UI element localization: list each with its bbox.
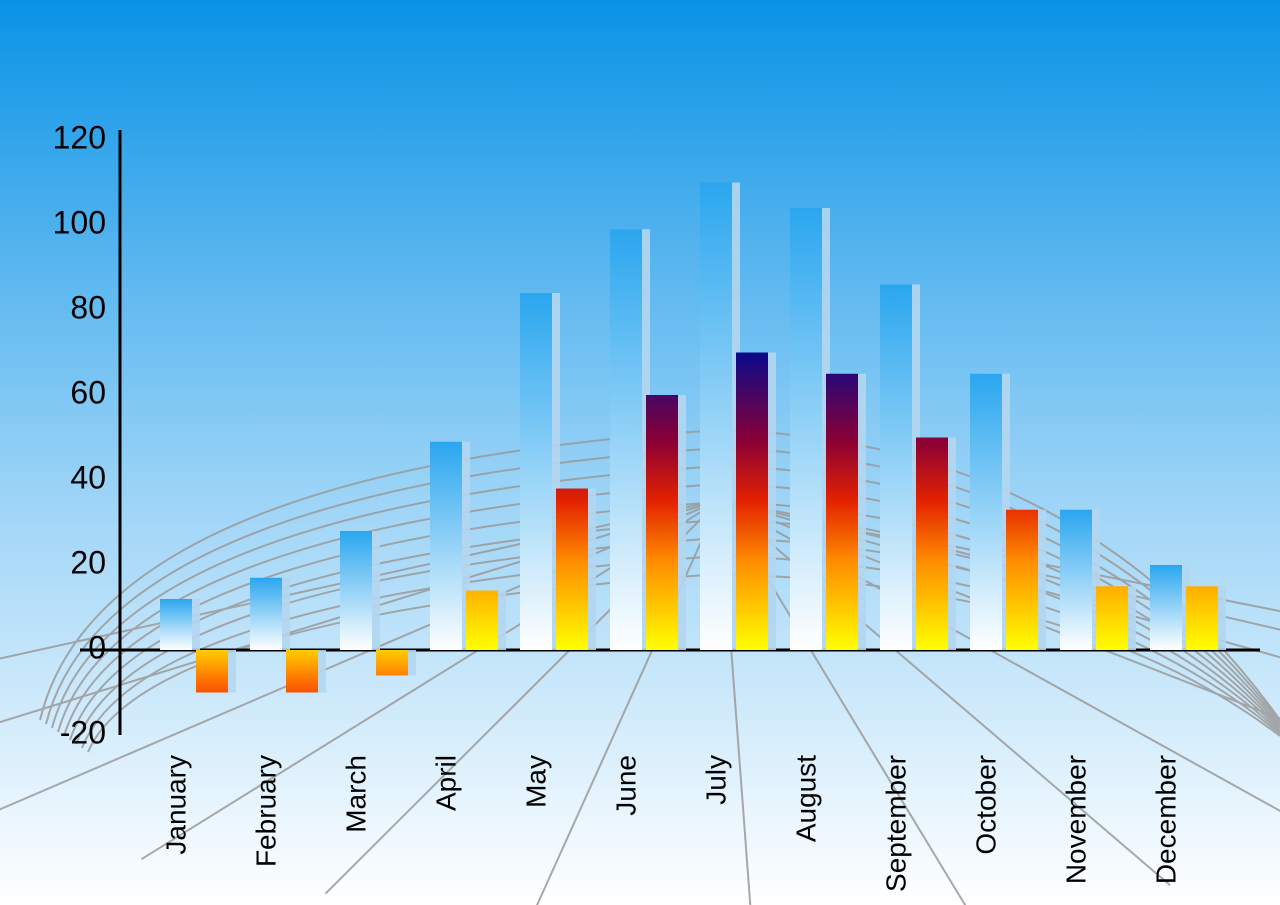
x-tick-label: August [790,755,821,842]
y-tick-label: 40 [70,459,106,495]
chart-svg: -20 0 20 40 60 80 100 120 January February March Ap… [0,0,1280,905]
x-tick-label: May [520,755,551,808]
bar-blue [1150,565,1182,650]
y-tick-label: 20 [70,544,106,580]
bar-blue [520,293,552,650]
bar-blue [790,208,822,650]
y-tick-label: 100 [53,204,106,240]
x-tick-label: February [250,755,281,867]
bar-blue [250,578,282,650]
chart-stage: -20 0 20 40 60 80 100 120 January February March Ap… [0,0,1280,905]
bar-fire [736,353,768,651]
bar-fire [826,374,858,650]
bar-blue [610,229,642,650]
bar-blue [340,531,372,650]
x-tick-label: April [430,755,461,811]
y-tick-label: 60 [70,374,106,410]
y-tick-label: 80 [70,289,106,325]
x-tick-label: December [1150,755,1181,884]
bar-fire [286,650,318,693]
x-tick-label: September [880,755,911,892]
x-tick-label: March [340,755,371,833]
x-tick-label: July [700,755,731,805]
x-tick-label: October [970,755,1001,855]
bar-fire [646,395,678,650]
bar-fire [466,591,498,651]
bar-fire [556,489,588,651]
bar-fire [196,650,228,693]
bar-blue [1060,510,1092,650]
y-tick-label: -20 [60,714,106,750]
bar-blue [970,374,1002,650]
bar-fire [916,438,948,651]
bar-blue [700,183,732,651]
bar-blue [430,442,462,650]
x-tick-label: January [160,755,191,855]
bar-fire [1186,586,1218,650]
y-tick-label: 0 [88,629,106,665]
bar-fire [376,650,408,676]
x-tick-label: June [610,755,641,816]
bar-blue [160,599,192,650]
y-tick-label: 120 [53,119,106,155]
bar-blue [880,285,912,651]
bar-fire [1006,510,1038,650]
bar-fire [1096,586,1128,650]
x-tick-label: November [1060,755,1091,884]
